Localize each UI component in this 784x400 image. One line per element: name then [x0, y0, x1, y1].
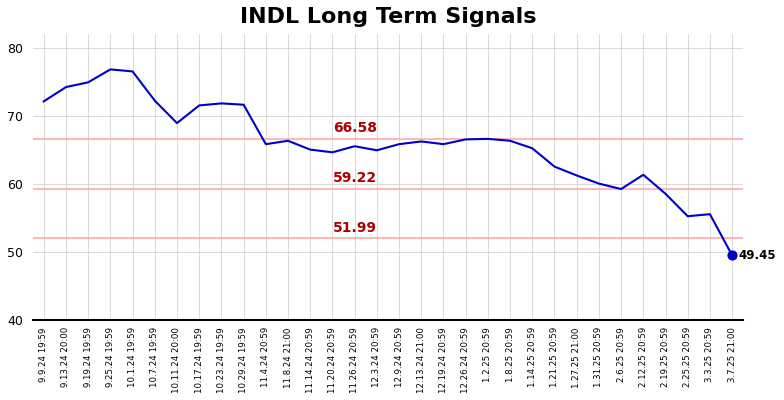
Text: 51.99: 51.99	[333, 221, 377, 235]
Text: 59.22: 59.22	[333, 172, 377, 186]
Title: INDL Long Term Signals: INDL Long Term Signals	[240, 7, 536, 27]
Point	[726, 252, 739, 258]
Text: 49.45: 49.45	[739, 249, 776, 262]
Text: 66.58: 66.58	[333, 122, 377, 136]
